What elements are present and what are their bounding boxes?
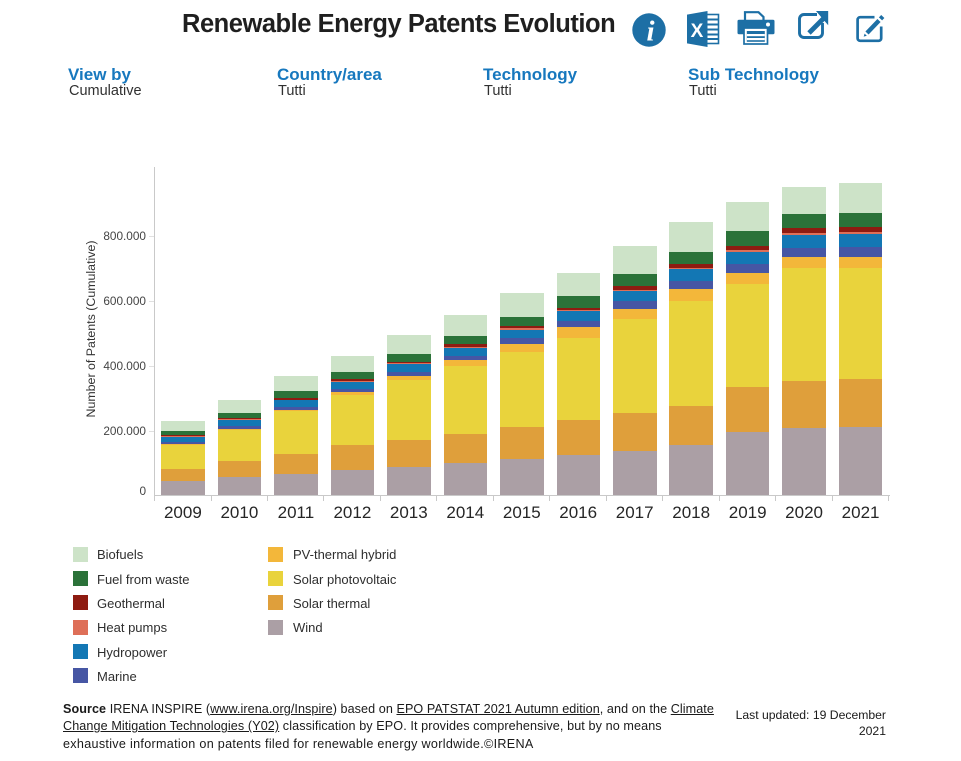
svg-text:i: i bbox=[646, 15, 654, 47]
svg-text:X: X bbox=[691, 21, 704, 42]
